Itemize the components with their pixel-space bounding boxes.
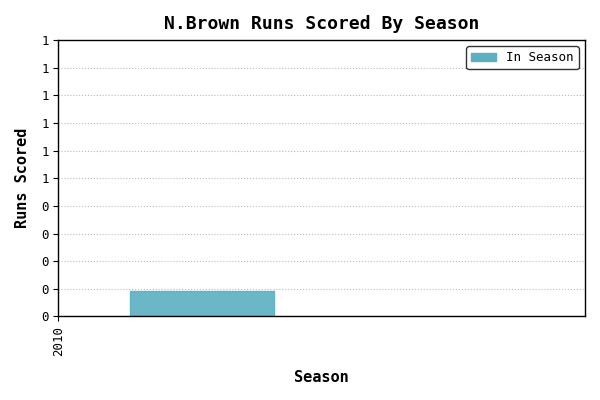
X-axis label: Season: Season bbox=[294, 370, 349, 385]
Y-axis label: Runs Scored: Runs Scored bbox=[15, 128, 30, 228]
Title: N.Brown Runs Scored By Season: N.Brown Runs Scored By Season bbox=[164, 15, 479, 33]
Legend: In Season: In Season bbox=[466, 46, 579, 69]
